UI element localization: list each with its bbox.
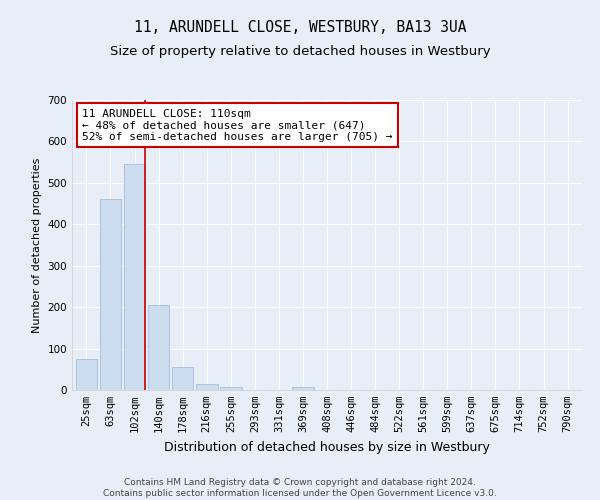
Bar	[76, 359, 97, 390]
Bar	[292, 386, 314, 390]
Text: 11 ARUNDELL CLOSE: 110sqm
← 48% of detached houses are smaller (647)
52% of semi: 11 ARUNDELL CLOSE: 110sqm ← 48% of detac…	[82, 108, 392, 142]
Bar	[148, 305, 169, 390]
Text: Contains HM Land Registry data © Crown copyright and database right 2024.
Contai: Contains HM Land Registry data © Crown c…	[103, 478, 497, 498]
Text: Size of property relative to detached houses in Westbury: Size of property relative to detached ho…	[110, 45, 490, 58]
X-axis label: Distribution of detached houses by size in Westbury: Distribution of detached houses by size …	[164, 440, 490, 454]
Bar	[172, 367, 193, 390]
Bar	[196, 384, 218, 390]
Y-axis label: Number of detached properties: Number of detached properties	[32, 158, 42, 332]
Bar	[220, 386, 242, 390]
Bar	[100, 200, 121, 390]
Bar	[124, 164, 145, 390]
Text: 11, ARUNDELL CLOSE, WESTBURY, BA13 3UA: 11, ARUNDELL CLOSE, WESTBURY, BA13 3UA	[134, 20, 466, 35]
